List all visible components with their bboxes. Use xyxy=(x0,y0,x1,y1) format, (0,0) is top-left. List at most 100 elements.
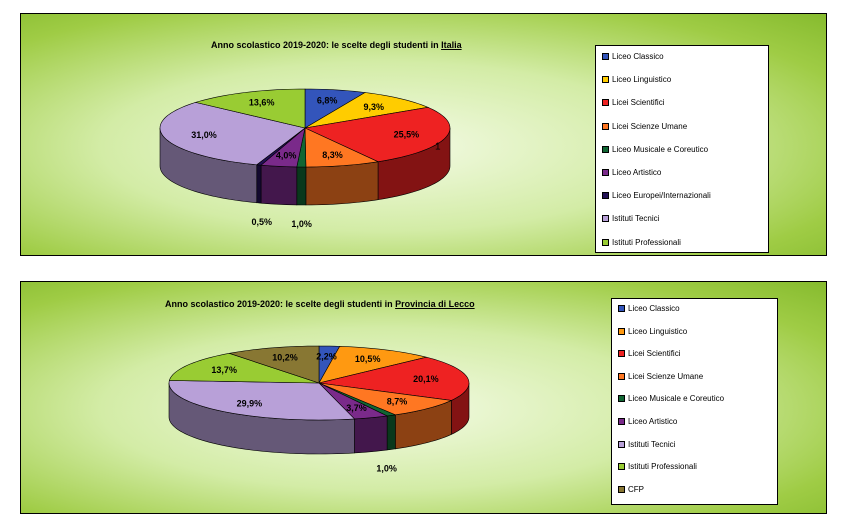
data-label-liceo-musicale-e-coreutico: 1,0% xyxy=(376,463,397,473)
legend-swatch xyxy=(618,440,625,448)
legend-swatch xyxy=(602,53,609,60)
legend-swatch xyxy=(618,395,625,403)
chart-panel-italia: Anno scolastico 2019-2020: le scelte deg… xyxy=(20,13,827,256)
legend-swatch xyxy=(602,238,609,246)
legend-swatch xyxy=(602,192,609,200)
data-label-liceo-artistico: 4,0% xyxy=(276,151,297,161)
legend-swatch xyxy=(618,305,625,312)
pie-wall-liceo-europei-internazionali xyxy=(256,164,262,204)
legend-label: Istituti Tecnici xyxy=(612,214,660,224)
data-label-licei-scientifici: 25,5% xyxy=(394,130,420,140)
pie-data-labels: 2,2% 10,5% 20,1% 8,7% 1,0% 3,7% 29,9% 13,7% 10,2… xyxy=(211,351,438,473)
data-label-istituti-professionali: 13,6% xyxy=(249,97,275,107)
legend-swatch xyxy=(618,372,625,380)
legend-swatch xyxy=(602,215,609,223)
data-label-liceo-europei-internazionali: 0,5% xyxy=(252,217,273,227)
legend-label: Licei Scientifici xyxy=(612,98,665,108)
legend-swatch xyxy=(602,169,609,176)
legend-label: Liceo Musicale e Coreutico xyxy=(628,394,725,404)
data-label-istituti-professionali: 13,7% xyxy=(211,365,237,375)
legend-label: Istituti Tecnici xyxy=(628,439,676,449)
legend-item-istituti-tecnici: Istituti Tecnici xyxy=(602,214,659,224)
data-label-licei-scienze-umane: 8,3% xyxy=(322,150,343,160)
pie-slice-istituti-professionali xyxy=(194,88,306,129)
pie-wall-liceo-artistico xyxy=(354,415,388,454)
legend-item-istituti-professionali: Istituti Professionali xyxy=(602,238,681,248)
legend-item-cfp: CFP xyxy=(618,485,644,495)
legend-label: Istituti Professionali xyxy=(612,237,681,247)
data-label-licei-scientifici: 20,1% xyxy=(413,374,439,384)
data-label-liceo-classico: 6,8% xyxy=(317,96,338,106)
legend-item-liceo-artistico: Liceo Artistico xyxy=(618,417,677,427)
data-label-liceo-linguistico: 10,5% xyxy=(355,354,381,364)
pie-wall-liceo-musicale-e-coreutico xyxy=(296,166,307,206)
legend-swatch xyxy=(602,76,609,84)
chart-annotation: 1 xyxy=(435,141,441,152)
legend-label: Liceo Artistico xyxy=(628,417,678,426)
legend-item-liceo-linguistico: Liceo Linguistico xyxy=(602,75,671,85)
pie-chart-italia: 6,8% 9,3% 25,5% 8,3% 1,0% 4,0% 0,5% 31,0% 13,6% 1 xyxy=(159,88,451,229)
legend-item-istituti-tecnici: Istituti Tecnici xyxy=(618,440,675,450)
data-label-liceo-classico: 2,2% xyxy=(316,351,337,361)
legend-item-istituti-professionali: Istituti Professionali xyxy=(618,462,697,472)
data-label-licei-scienze-umane: 8,7% xyxy=(387,396,408,406)
legend-label: Liceo Artistico xyxy=(612,168,662,177)
legend-item-licei-scientifici: Licei Scientifici xyxy=(618,349,680,359)
legend-item-liceo-artistico: Liceo Artistico xyxy=(602,168,661,178)
legend-swatch xyxy=(618,485,625,493)
chart-title-lecco: Anno scolastico 2019-2020: le scelte deg… xyxy=(165,299,475,309)
pie-slice-liceo-linguistico xyxy=(304,92,429,129)
pie-slice-cfp xyxy=(229,345,320,384)
pie-tops xyxy=(159,88,451,168)
pie-slice-liceo-classico xyxy=(304,88,367,129)
legend-item-liceo-linguistico: Liceo Linguistico xyxy=(618,327,687,337)
legend-item-licei-scientifici: Licei Scientifici xyxy=(602,98,664,108)
pie-tops xyxy=(168,345,470,421)
pie-wall-licei-scienze-umane xyxy=(305,161,379,206)
legend-label: Licei Scientifici xyxy=(628,349,681,359)
legend-swatch xyxy=(618,463,625,471)
data-label-liceo-linguistico: 9,3% xyxy=(364,102,385,112)
legend-italia: Liceo Classico Liceo Linguistico Licei Sci… xyxy=(595,45,769,253)
legend-item-liceo-musicale-e-coreutico: Liceo Musicale e Coreutico xyxy=(618,394,724,404)
pie-slice-liceo-artistico xyxy=(260,127,306,168)
chart-panel-lecco: Anno scolastico 2019-2020: le scelte deg… xyxy=(20,281,827,514)
legend-swatch xyxy=(602,145,609,153)
data-label-cfp: 10,2% xyxy=(272,353,298,363)
data-label-liceo-musicale-e-coreutico: 1,0% xyxy=(291,219,312,229)
pie-slice-istituti-tecnici xyxy=(168,380,356,421)
legend-item-licei-scienze-umane: Licei Scienze Umane xyxy=(602,122,687,132)
legend-swatch xyxy=(618,418,625,425)
pie-slice-istituti-professionali xyxy=(168,353,320,384)
pie-slice-liceo-linguistico xyxy=(318,346,427,384)
pie-wall-liceo-artistico xyxy=(260,164,298,206)
legend-swatch xyxy=(618,327,625,335)
legend-swatch xyxy=(602,99,609,107)
pie-slice-licei-scientifici xyxy=(318,356,470,401)
legend-label: Liceo Linguistico xyxy=(612,75,672,85)
pie-slice-licei-scientifici xyxy=(303,106,451,163)
pie-data-labels: 6,8% 9,3% 25,5% 8,3% 1,0% 4,0% 0,5% 31,0% 13,6% xyxy=(191,96,419,229)
legend-item-liceo-classico: Liceo Classico xyxy=(618,304,680,314)
legend-swatch xyxy=(602,122,609,130)
legend-item-liceo-classico: Liceo Classico xyxy=(602,52,664,62)
pie-chart-lecco: 2,2% 10,5% 20,1% 8,7% 1,0% 3,7% 29,9% 13,7% 10,2… xyxy=(168,345,470,473)
pie-slice-licei-scienze-umane xyxy=(318,382,453,416)
legend-item-liceo-europei-internazionali: Liceo Europei/Internazionali xyxy=(602,191,711,201)
legend-item-licei-scienze-umane: Licei Scienze Umane xyxy=(618,372,703,382)
legend-label: Istituti Professionali xyxy=(628,462,697,472)
legend-label: Licei Scienze Umane xyxy=(628,371,704,381)
legend-label: Liceo Europei/Internazionali xyxy=(612,191,711,201)
pie-slice-istituti-tecnici xyxy=(159,102,306,166)
legend-lecco: Liceo Classico Liceo Linguistico Licei Sci… xyxy=(611,298,778,505)
legend-label: Liceo Classico xyxy=(628,304,680,313)
data-label-istituti-tecnici: 31,0% xyxy=(191,130,217,140)
chart-title-italia: Anno scolastico 2019-2020: le scelte deg… xyxy=(211,40,462,50)
legend-item-liceo-musicale-e-coreutico: Liceo Musicale e Coreutico xyxy=(602,145,708,155)
legend-label: Licei Scienze Umane xyxy=(612,121,688,131)
legend-label: CFP xyxy=(628,484,644,494)
legend-label: Liceo Classico xyxy=(612,52,664,61)
data-label-liceo-artistico: 3,7% xyxy=(346,403,367,413)
legend-label: Liceo Musicale e Coreutico xyxy=(612,144,709,154)
legend-swatch xyxy=(618,350,625,358)
